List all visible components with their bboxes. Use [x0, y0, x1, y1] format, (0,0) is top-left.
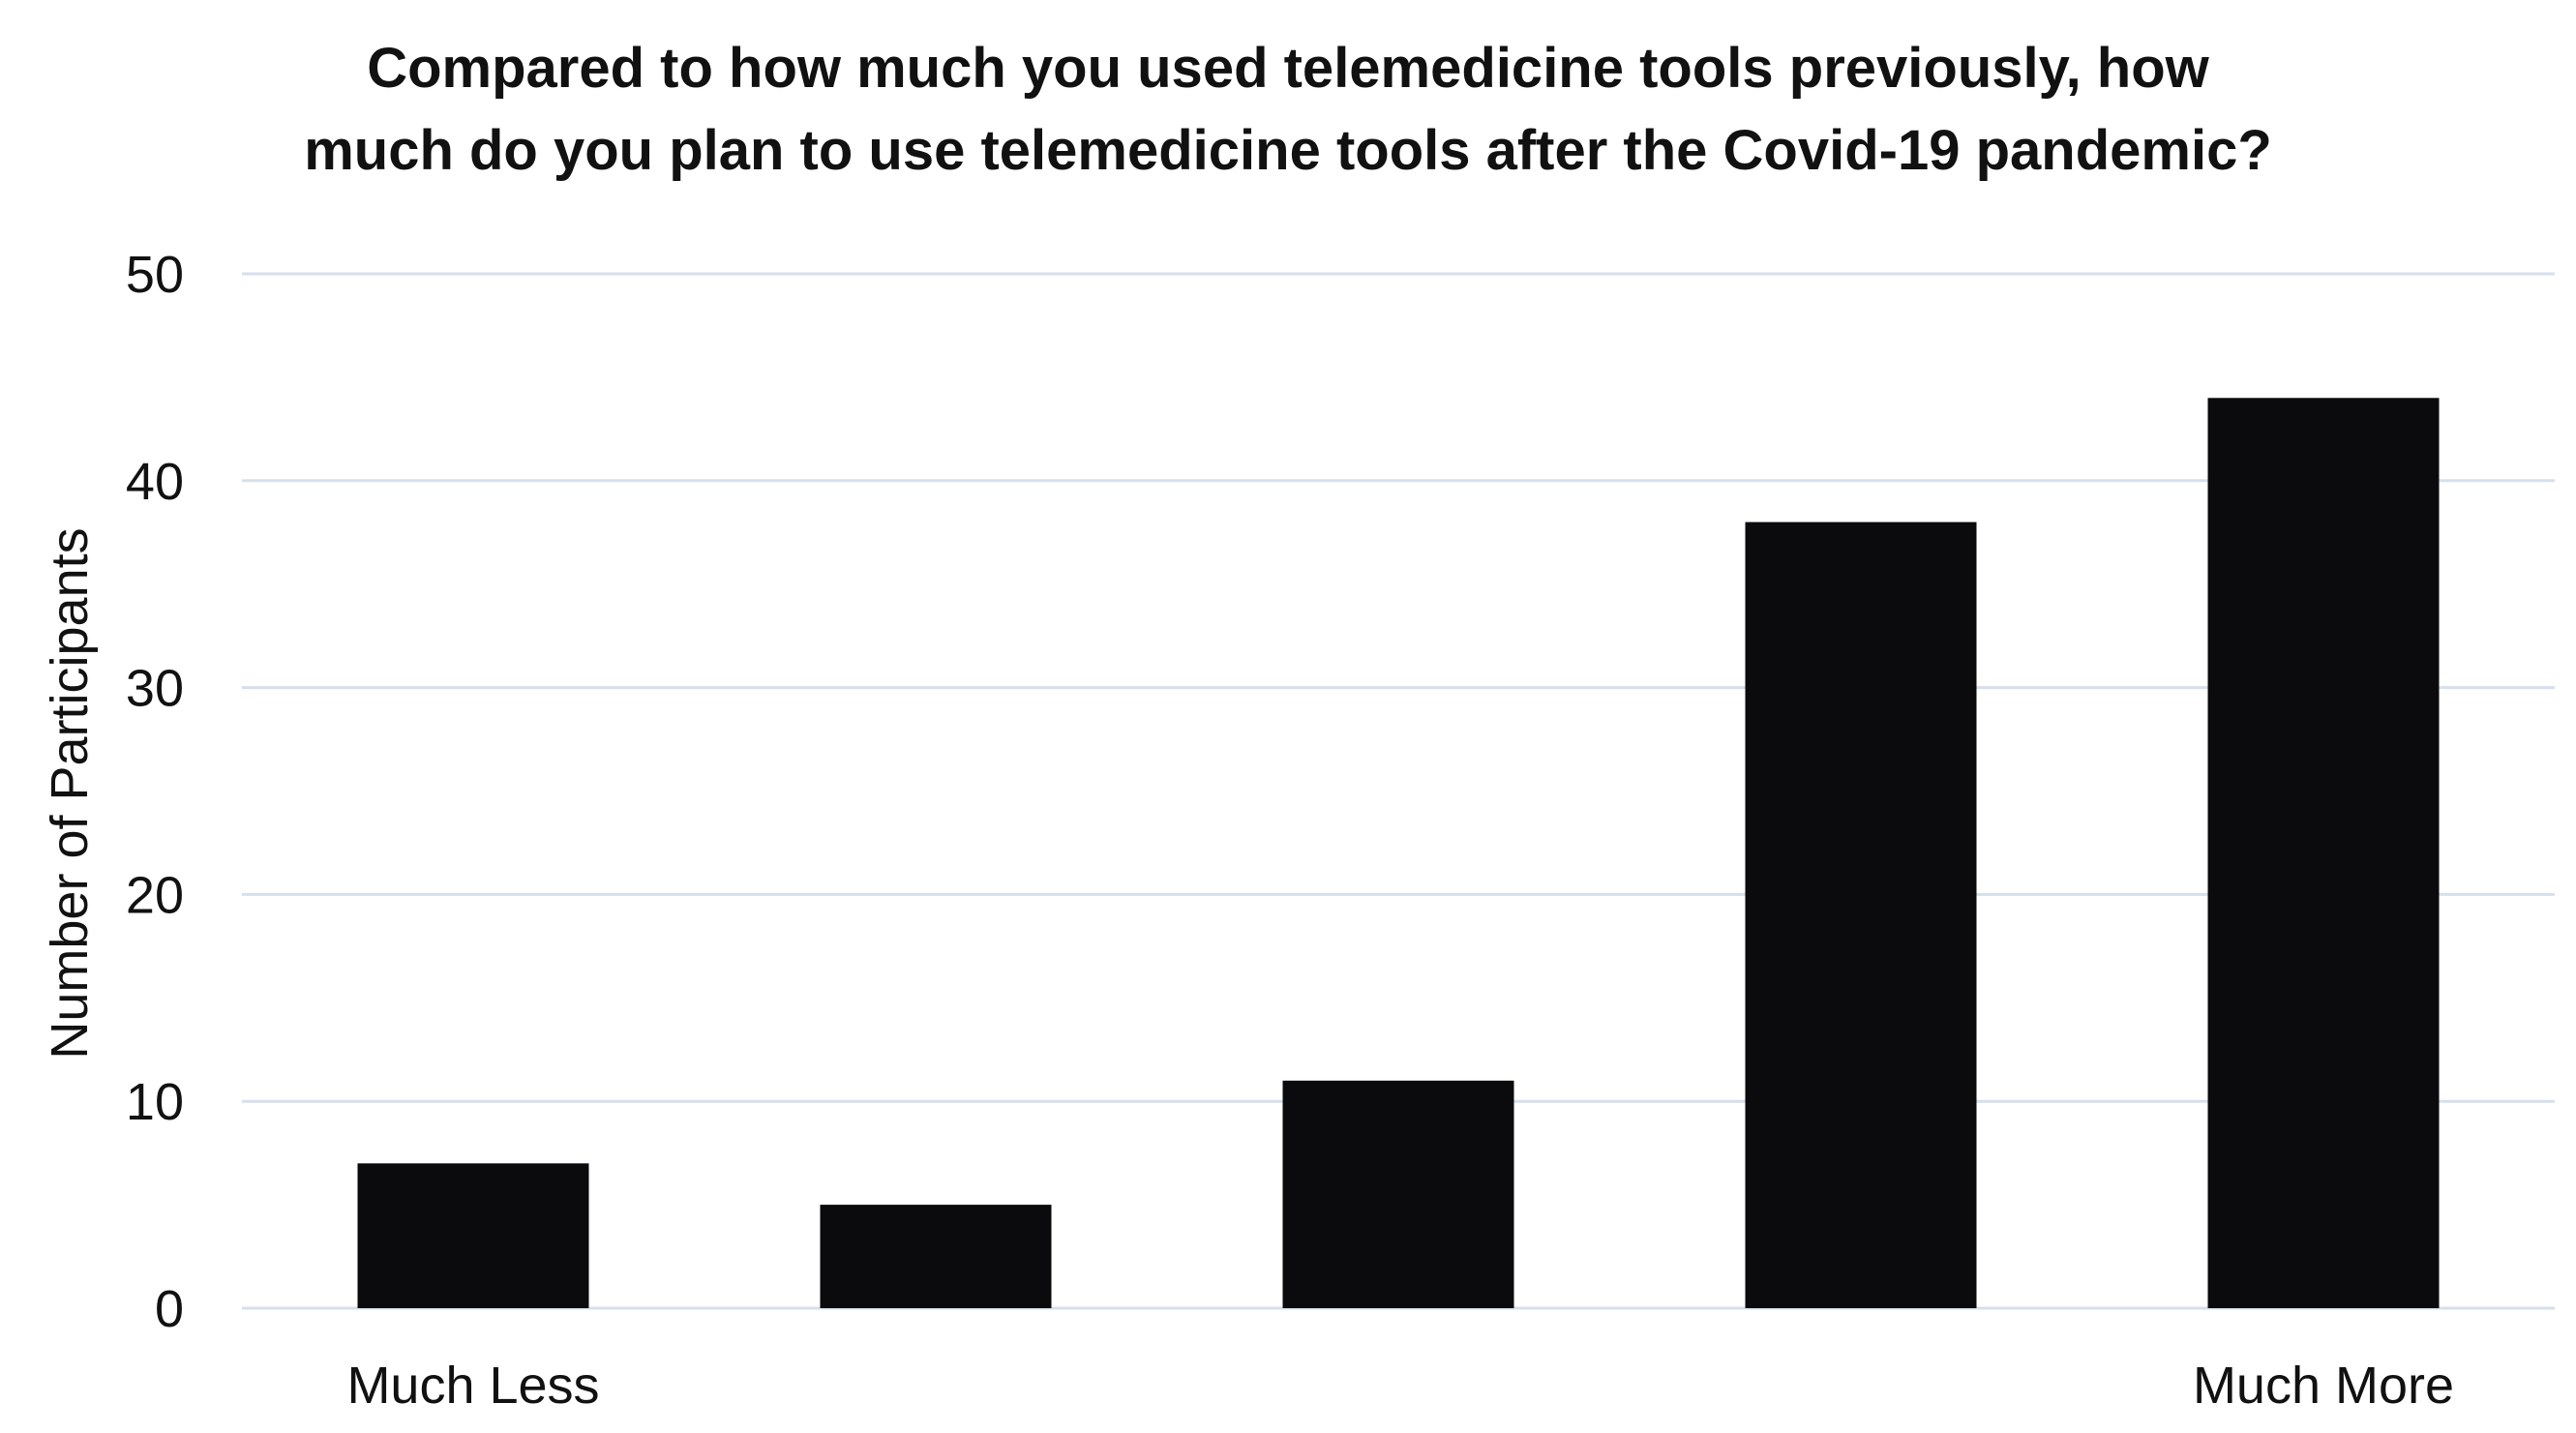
bar-5	[2207, 398, 2440, 1308]
y-axis-ticks: 0 10 20 30 40 50	[126, 246, 184, 1338]
x-category-label-5: Much More	[2193, 1357, 2454, 1415]
y-tick-label-20: 20	[126, 866, 184, 924]
bars	[357, 398, 2440, 1308]
y-tick-label-50: 50	[126, 246, 184, 304]
chart-title-line-2: much do you plan to use telemedicine too…	[304, 119, 2272, 182]
y-tick-label-0: 0	[155, 1280, 184, 1338]
y-axis-title: Number of Participants	[41, 527, 99, 1059]
y-tick-label-10: 10	[126, 1073, 184, 1131]
y-tick-label-40: 40	[126, 453, 184, 511]
bar-4	[1745, 522, 1977, 1308]
chart-title-line-1: Compared to how much you used telemedici…	[367, 37, 2209, 100]
y-tick-label-30: 30	[126, 660, 184, 718]
gridlines	[242, 272, 2555, 1310]
bar-1	[357, 1163, 589, 1308]
x-category-label-1: Much Less	[346, 1357, 599, 1415]
bar-3	[1282, 1080, 1514, 1308]
x-axis-categories: Much Less Much More	[346, 1357, 2454, 1415]
bar-2	[820, 1205, 1052, 1308]
